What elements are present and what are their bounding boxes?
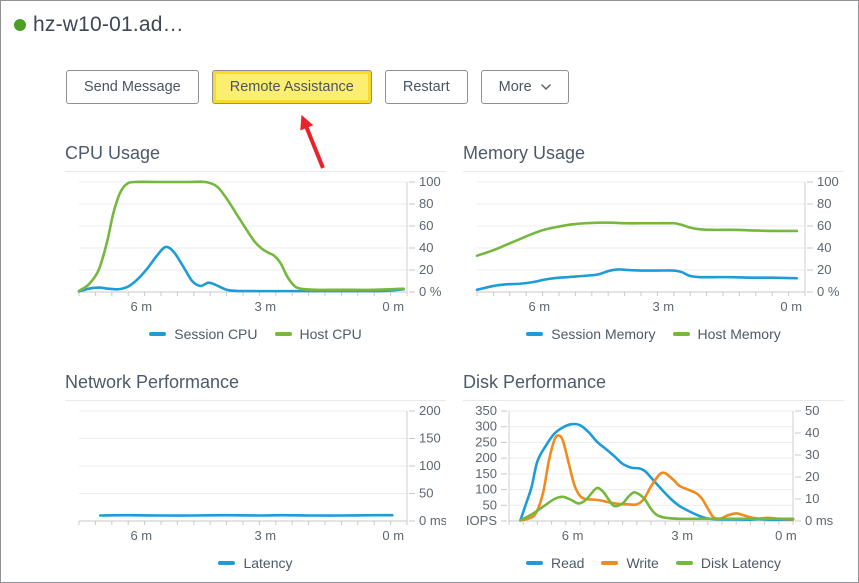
restart-button[interactable]: Restart xyxy=(384,70,468,104)
remote-assistance-button[interactable]: Remote Assistance xyxy=(211,70,372,104)
more-button[interactable]: More xyxy=(480,70,569,104)
svg-text:40: 40 xyxy=(817,240,831,255)
send-message-button[interactable]: Send Message xyxy=(66,70,199,104)
legend-label: Disk Latency xyxy=(700,555,782,571)
chart-block-memory-usage: Memory Usage 100 80 60 40 20 0 % 6 m 3 m 0 m Ses… xyxy=(463,142,844,343)
svg-text:50: 50 xyxy=(805,403,819,418)
svg-text:0 m: 0 m xyxy=(780,299,802,314)
legend-line-marker xyxy=(675,561,693,565)
svg-text:0 IOPS: 0 IOPS xyxy=(463,513,497,528)
disk-performance-legend: Read Write Disk Latency xyxy=(463,554,844,572)
svg-text:100: 100 xyxy=(419,174,441,189)
svg-text:150: 150 xyxy=(475,466,497,481)
svg-text:50: 50 xyxy=(419,486,433,501)
svg-text:3 m: 3 m xyxy=(254,528,276,543)
svg-text:0 m: 0 m xyxy=(382,299,404,314)
svg-text:3 m: 3 m xyxy=(671,528,693,543)
legend-label: Latency xyxy=(243,555,293,571)
svg-text:100: 100 xyxy=(419,458,441,473)
charts-grid: CPU Usage 100 80 60 40 20 0 % 6 m 3 m 0 m Sessio… xyxy=(65,142,844,572)
svg-text:0 m: 0 m xyxy=(775,528,797,543)
svg-text:20: 20 xyxy=(817,262,831,277)
machine-status-dot xyxy=(14,19,26,31)
legend-line-marker xyxy=(601,561,619,565)
legend-item: Write xyxy=(601,555,659,571)
svg-text:20: 20 xyxy=(805,469,819,484)
action-toolbar: Send Message Remote Assistance Restart M… xyxy=(66,70,569,104)
legend-line-marker xyxy=(218,561,236,565)
memory-usage-chart-canvas: 100 80 60 40 20 0 % 6 m 3 m 0 m xyxy=(475,174,840,314)
svg-text:40: 40 xyxy=(419,240,433,255)
legend-label: Session Memory xyxy=(551,326,656,342)
legend-label: Read xyxy=(550,555,585,571)
legend-line-marker xyxy=(149,332,167,336)
panel-header: hz-w10-01.ad… xyxy=(14,13,184,37)
svg-text:6 m: 6 m xyxy=(562,528,584,543)
remote-assistance-label: Remote Assistance xyxy=(229,79,354,95)
svg-text:0 %: 0 % xyxy=(419,284,442,299)
svg-text:80: 80 xyxy=(817,196,831,211)
svg-text:3 m: 3 m xyxy=(652,299,674,314)
memory-usage-chart-title: Memory Usage xyxy=(463,142,844,172)
memory-usage-legend: Session Memory Host Memory xyxy=(463,325,844,343)
legend-label: Write xyxy=(626,555,659,571)
svg-text:350: 350 xyxy=(475,403,497,418)
svg-text:0 ms: 0 ms xyxy=(419,513,446,528)
network-performance-legend: Latency xyxy=(65,554,446,572)
svg-text:60: 60 xyxy=(817,218,831,233)
svg-text:300: 300 xyxy=(475,419,497,434)
legend-item: Latency xyxy=(218,555,293,571)
legend-item: Session Memory xyxy=(526,326,656,342)
legend-label: Host CPU xyxy=(299,326,362,342)
svg-text:80: 80 xyxy=(419,196,433,211)
disk-performance-chart-title: Disk Performance xyxy=(463,371,844,401)
svg-text:100: 100 xyxy=(817,174,839,189)
more-label: More xyxy=(498,79,532,95)
svg-text:10: 10 xyxy=(805,491,819,506)
svg-text:0 m: 0 m xyxy=(382,528,404,543)
legend-line-marker xyxy=(525,561,543,565)
svg-text:0 %: 0 % xyxy=(817,284,840,299)
svg-text:20: 20 xyxy=(419,262,433,277)
svg-text:150: 150 xyxy=(419,431,441,446)
svg-text:6 m: 6 m xyxy=(130,299,152,314)
legend-item: Read xyxy=(525,555,585,571)
svg-text:200: 200 xyxy=(475,450,497,465)
network-performance-chart-title: Network Performance xyxy=(65,371,446,401)
svg-text:100: 100 xyxy=(475,482,497,497)
network-performance-chart-canvas: 200 150 100 50 0 ms 6 m 3 m 0 m xyxy=(78,403,446,543)
chevron-down-icon xyxy=(540,84,551,90)
svg-text:6 m: 6 m xyxy=(528,299,550,314)
svg-text:3 m: 3 m xyxy=(254,299,276,314)
send-message-label: Send Message xyxy=(84,79,181,95)
svg-text:250: 250 xyxy=(475,434,497,449)
svg-text:6 m: 6 m xyxy=(130,528,152,543)
legend-item: Host Memory xyxy=(672,326,781,342)
machine-name-title: hz-w10-01.ad… xyxy=(33,13,184,36)
svg-text:0 ms: 0 ms xyxy=(805,513,834,528)
svg-text:200: 200 xyxy=(419,403,441,418)
cpu-usage-chart-canvas: 100 80 60 40 20 0 % 6 m 3 m 0 m xyxy=(77,174,442,314)
svg-text:60: 60 xyxy=(419,218,433,233)
chart-block-disk-performance: Disk Performance 350300250200150100500 I… xyxy=(463,371,844,572)
legend-label: Host Memory xyxy=(697,326,781,342)
legend-item: Host CPU xyxy=(274,326,362,342)
legend-line-marker xyxy=(672,332,690,336)
svg-text:50: 50 xyxy=(483,497,497,512)
svg-text:30: 30 xyxy=(805,447,819,462)
cpu-usage-chart-title: CPU Usage xyxy=(65,142,446,172)
chart-block-network-performance: Network Performance 200 150 100 50 0 ms 6 m 3 … xyxy=(65,371,446,572)
svg-text:40: 40 xyxy=(805,425,819,440)
legend-line-marker xyxy=(274,332,292,336)
restart-label: Restart xyxy=(402,79,450,95)
legend-item: Session CPU xyxy=(149,326,258,342)
legend-item: Disk Latency xyxy=(675,555,782,571)
chart-block-cpu-usage: CPU Usage 100 80 60 40 20 0 % 6 m 3 m 0 m Sessio… xyxy=(65,142,446,343)
legend-label: Session CPU xyxy=(174,326,258,342)
legend-line-marker xyxy=(526,332,544,336)
cpu-usage-legend: Session CPU Host CPU xyxy=(65,325,446,343)
